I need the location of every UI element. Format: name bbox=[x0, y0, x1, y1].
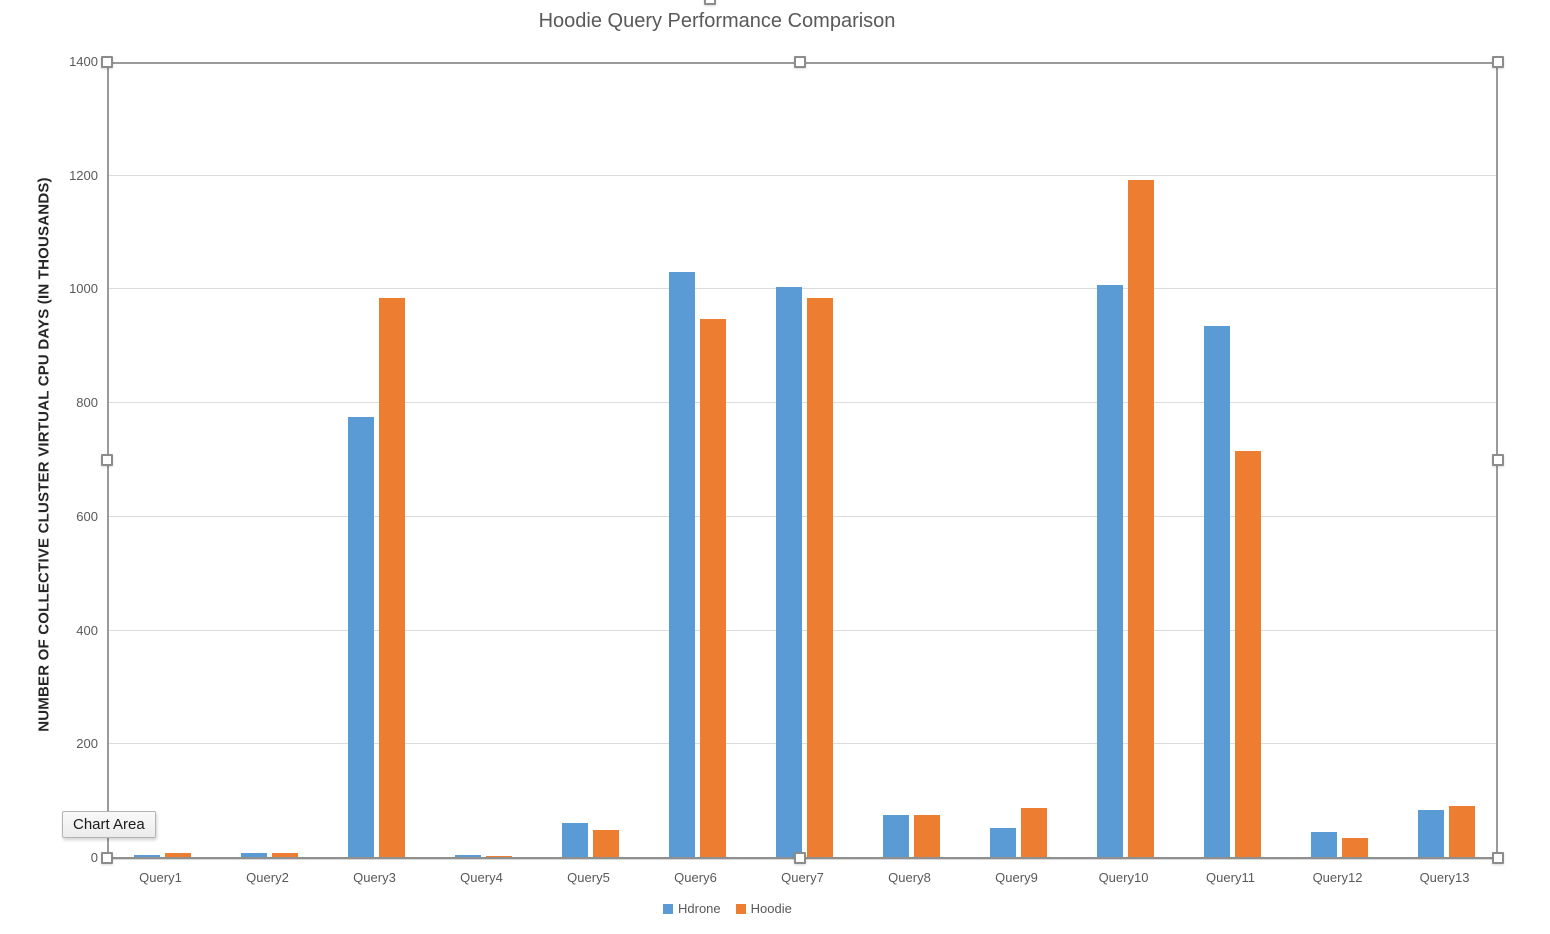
x-label-query3: Query3 bbox=[353, 870, 396, 885]
y-tick-label-200: 200 bbox=[76, 736, 98, 752]
legend-item-hdrone[interactable]: Hdrone bbox=[663, 901, 721, 916]
bar-hdrone-query6[interactable] bbox=[669, 272, 695, 858]
gridline-600 bbox=[109, 515, 1496, 517]
bar-hdrone-query8[interactable] bbox=[883, 815, 909, 858]
bar-hdrone-query3[interactable] bbox=[348, 417, 374, 858]
resize-handle-top-center[interactable] bbox=[794, 56, 806, 68]
bar-hdrone-query2[interactable] bbox=[241, 853, 267, 858]
x-label-query12: Query12 bbox=[1312, 870, 1363, 885]
bar-hoodie-query2[interactable] bbox=[272, 853, 298, 858]
x-label-query7: Query7 bbox=[781, 870, 824, 885]
legend-label-hdrone: Hdrone bbox=[678, 901, 721, 916]
x-label-query5: Query5 bbox=[567, 870, 610, 885]
bar-hoodie-query12[interactable] bbox=[1342, 837, 1368, 858]
y-axis-title[interactable]: NUMBER OF COLLECTIVE CLUSTER VIRTUAL CPU… bbox=[35, 177, 53, 732]
resize-handle-chart-top[interactable] bbox=[704, 0, 716, 5]
x-label-query6: Query6 bbox=[674, 870, 717, 885]
plot-area[interactable] bbox=[107, 62, 1498, 858]
resize-handle-bottom-center[interactable] bbox=[794, 852, 806, 864]
bar-hoodie-query1[interactable] bbox=[165, 853, 191, 858]
bar-hoodie-query7[interactable] bbox=[807, 297, 833, 858]
resize-handle-bottom-left[interactable] bbox=[101, 852, 113, 864]
legend-swatch-hoodie bbox=[735, 903, 746, 914]
gridline-400 bbox=[109, 629, 1496, 631]
y-tick-label-1000: 1000 bbox=[69, 281, 98, 297]
x-label-query1: Query1 bbox=[139, 870, 182, 885]
bar-hdrone-query13[interactable] bbox=[1418, 810, 1444, 858]
bar-hoodie-query8[interactable] bbox=[914, 814, 940, 858]
x-label-query8: Query8 bbox=[888, 870, 931, 885]
bar-hoodie-query11[interactable] bbox=[1235, 451, 1261, 858]
x-label-query10: Query10 bbox=[1098, 870, 1149, 885]
resize-handle-top-right[interactable] bbox=[1492, 56, 1504, 68]
bar-hdrone-query11[interactable] bbox=[1204, 326, 1230, 858]
bar-hoodie-query4[interactable] bbox=[486, 855, 512, 858]
bar-hoodie-query5[interactable] bbox=[593, 829, 619, 858]
bar-hoodie-query13[interactable] bbox=[1449, 805, 1475, 858]
bar-hdrone-query5[interactable] bbox=[562, 822, 588, 858]
bar-hoodie-query10[interactable] bbox=[1128, 179, 1154, 858]
chart-area-tooltip-label: Chart Area bbox=[73, 816, 145, 833]
chart-area-tooltip: Chart Area bbox=[62, 811, 156, 838]
gridline-1000 bbox=[109, 288, 1496, 290]
x-label-query9: Query9 bbox=[995, 870, 1038, 885]
bar-hdrone-query4[interactable] bbox=[455, 855, 481, 858]
bar-hdrone-query7[interactable] bbox=[776, 286, 802, 858]
y-tick-label-0: 0 bbox=[90, 850, 98, 865]
x-label-query11: Query11 bbox=[1206, 870, 1255, 885]
gridline-1200 bbox=[109, 174, 1496, 176]
bar-hoodie-query3[interactable] bbox=[379, 297, 405, 858]
x-label-query4: Query4 bbox=[460, 870, 503, 885]
legend-item-hoodie[interactable]: Hoodie bbox=[735, 901, 792, 916]
x-label-query13: Query13 bbox=[1419, 870, 1470, 885]
bar-hdrone-query1[interactable] bbox=[134, 855, 160, 858]
resize-handle-middle-left[interactable] bbox=[101, 454, 113, 466]
chart-title[interactable]: Hoodie Query Performance Comparison bbox=[538, 10, 896, 32]
resize-handle-top-left[interactable] bbox=[101, 56, 113, 68]
bar-hoodie-query6[interactable] bbox=[700, 319, 726, 858]
bar-hdrone-query12[interactable] bbox=[1311, 832, 1337, 858]
x-label-query2: Query2 bbox=[246, 870, 289, 885]
legend-swatch-hdrone bbox=[663, 903, 673, 914]
y-tick-label-400: 400 bbox=[76, 622, 98, 638]
y-tick-label-1200: 1200 bbox=[69, 167, 98, 183]
legend-label-hoodie: Hoodie bbox=[750, 901, 792, 916]
y-tick-label-800: 800 bbox=[76, 395, 98, 411]
y-tick-label-1400: 1400 bbox=[69, 54, 98, 69]
bar-hoodie-query9[interactable] bbox=[1021, 807, 1047, 858]
gridline-800 bbox=[109, 402, 1496, 404]
legend[interactable]: Hdrone Hoodie bbox=[663, 901, 792, 916]
bar-hdrone-query9[interactable] bbox=[990, 828, 1016, 858]
resize-handle-middle-right[interactable] bbox=[1492, 454, 1504, 466]
gridline-200 bbox=[109, 743, 1496, 745]
resize-handle-bottom-right[interactable] bbox=[1492, 852, 1504, 864]
y-tick-label-600: 600 bbox=[76, 508, 98, 524]
bar-hdrone-query10[interactable] bbox=[1097, 284, 1123, 858]
